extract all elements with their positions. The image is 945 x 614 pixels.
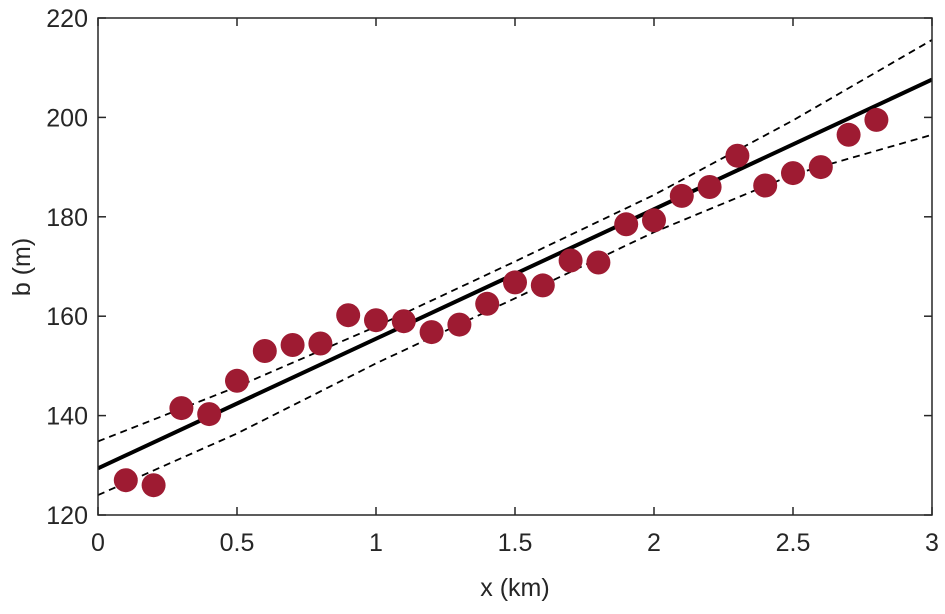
ticks-layer: 0 0.5 1 1.5 2 2.5 3 120 140 160 180 200 220 [46, 5, 939, 557]
x-tick-label: 0 [91, 529, 105, 557]
data-point [364, 308, 388, 333]
data-point [753, 173, 778, 198]
y-tick-label: 120 [46, 502, 88, 530]
data-point [141, 473, 166, 498]
data-point [642, 208, 666, 233]
y-axis-label: b (m) [8, 238, 36, 296]
data-point [697, 175, 722, 199]
data-point [225, 368, 249, 393]
data-point [864, 107, 889, 132]
data-point [586, 250, 611, 275]
series-layer [98, 39, 932, 498]
data-point [781, 161, 805, 186]
data-point [419, 320, 444, 345]
data-point [530, 273, 555, 298]
data-point [614, 212, 639, 237]
data-point [252, 339, 277, 363]
y-tick-label: 200 [46, 104, 88, 132]
data-point [836, 122, 861, 147]
data-point [447, 312, 472, 337]
x-tick-label: 0.5 [220, 529, 255, 557]
data-point [725, 143, 750, 168]
data-point [113, 468, 138, 493]
data-point [280, 333, 305, 357]
data-point [336, 303, 361, 328]
plot-background [98, 18, 932, 515]
data-point [669, 183, 694, 208]
data-point [503, 270, 527, 295]
data-point [197, 402, 222, 427]
x-tick-label: 3 [925, 529, 939, 557]
y-tick-label: 160 [46, 303, 88, 331]
data-point [475, 291, 500, 316]
x-tick-label: 2.5 [776, 529, 811, 557]
y-tick-label: 180 [46, 204, 88, 232]
confidence-bound-line [98, 133, 932, 496]
x-axis-label: x (km) [480, 574, 549, 602]
data-point [808, 155, 833, 180]
x-tick-label: 2 [647, 529, 661, 557]
data-point [308, 331, 333, 356]
data-point [558, 248, 583, 273]
x-tick-label: 1.5 [498, 529, 533, 557]
x-tick-label: 1 [369, 529, 383, 557]
y-tick-label: 140 [46, 403, 88, 431]
y-tick-label: 220 [46, 5, 88, 33]
data-point [391, 309, 416, 334]
data-point [169, 396, 194, 421]
